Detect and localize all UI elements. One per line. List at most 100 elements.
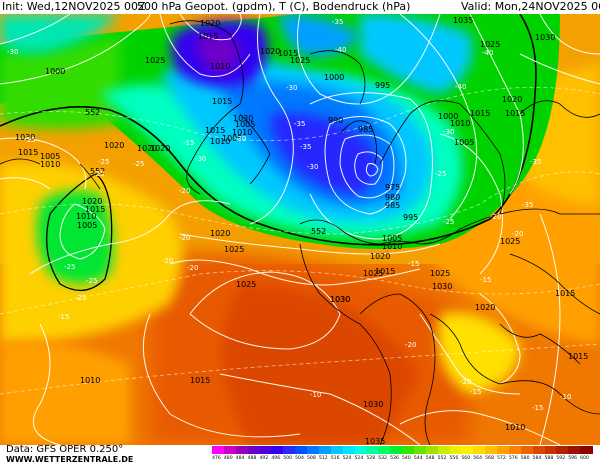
pressure-label: 1020 [210,229,230,238]
pressure-label: 1020 [82,197,102,206]
colorbar-tick-label: 524 [354,456,364,461]
colorbar-swatch [212,446,225,454]
pressure-label: 1030 [363,400,383,409]
pressure-label: 1020 [200,19,220,28]
pressure-label: 1015 [198,32,218,41]
temperature-label: -15 [470,388,481,396]
colorbar-tick-label: 504 [295,456,304,461]
pressure-label: 1010 [80,376,100,385]
colorbar-swatch [437,446,450,454]
pressure-label: 1010 [210,62,230,71]
colorbar-tick-label: 592 [556,456,566,461]
temperature-label: -10 [560,393,571,401]
colorbar-tick-label: 528 [366,456,376,461]
pressure-label: 1015 [555,289,575,298]
temperature-label: -35 [300,143,311,151]
temperature-label: -15 [532,404,543,412]
temperature-label: -35 [530,158,541,166]
geopotential-552-contour [0,13,537,246]
colorbar-swatch [497,446,510,454]
data-source-label: Data: GFS OPER 0.250° [6,444,124,455]
map-title: 500 hPa Geopot. (gpdm), T (C), Bodendruc… [137,0,411,13]
pressure-label: 1015 [505,109,525,118]
temperature-label: -15 [408,260,419,268]
colorbar-swatch [556,446,569,454]
colorbar-swatch [342,446,355,454]
colorbar-swatch [318,446,332,454]
pressure-label: 1010 [382,242,402,251]
temperature-label: -20 [179,234,190,242]
colorbar-swatch [580,446,593,454]
temperature-label: -30 [286,84,297,92]
pressure-label: 1010 [505,423,525,432]
pressure-label: 1015 [470,109,490,118]
pressure-label: 1030 [330,295,350,304]
temperature-label: -40 [335,46,346,54]
temperature-label-layer: -35 -30 -30 -30 -25 -20 -25 -25 -20 -15 … [7,18,571,412]
geopotential-label: 552 [90,167,105,176]
colorbar-swatch [247,446,260,454]
pressure-label: 1015 [278,49,298,58]
colorbar-swatch [461,446,474,454]
pressure-label: 1015 [85,205,105,214]
pressure-label: 985 [358,125,373,134]
colorbar-tick-label: 492 [259,456,269,461]
pressure-label: 1020 [150,144,170,153]
temperature-label: -30 [195,155,206,163]
colorbar-swatch [354,446,367,454]
colorbar-tick-label: 520 [342,456,352,461]
pressure-label: 1010 [232,128,252,137]
colorbar-labels: 476 480 484 488 492 496 500 504 508 512 516 520 524 5… [212,455,592,463]
colorbar-tick-label: 596 [568,456,578,461]
colorbar-swatch [485,446,498,454]
pressure-label: 1010 [210,137,230,146]
colorbar-swatch [223,446,237,454]
pressure-label: 1020 [260,47,280,56]
colorbar-swatch [413,446,427,454]
colorbar-swatch [307,446,320,454]
colorbar-tick-label: 556 [449,456,459,461]
pressure-label: 995 [403,213,418,222]
pressure-label: 990 [328,116,343,125]
temperature-label: -20 [162,257,173,265]
pressure-label: 1005 [382,234,402,243]
temperature-label: -30 [307,163,318,171]
colorbar-swatch [449,446,462,454]
pressure-label: 1025 [145,56,165,65]
colorbar-swatch [390,446,403,454]
temperature-label: -30 [235,135,246,143]
colorbar-tick-label: 564 [473,456,483,461]
temperature-label: -35 [522,201,533,209]
pressure-label: 1015 [205,126,225,135]
colorbar-tick-label: 544 [413,456,423,461]
temperature-label: -25 [443,218,454,226]
pressure-label: 1025 [236,280,256,289]
pressure-label: 1030 [233,114,253,123]
colorbar-tick-label: 496 [271,456,281,461]
temperature-label: -25 [86,277,97,285]
cutoff-low-contour [46,173,113,291]
temperature-label: -25 [435,170,446,178]
temperature-label: -10 [310,391,321,399]
pressure-label: 1000 [324,73,344,82]
temperature-label: -20 [490,213,501,221]
pressure-label: 1020 [104,141,124,150]
pressure-label: 1030 [535,33,555,42]
temperature-label: -15 [58,313,69,321]
pressure-label: 995 [375,81,390,90]
temperature-label: -40 [455,83,466,91]
colorbar-swatch [402,446,415,454]
colorbar-tick-label: 500 [283,456,293,461]
coastlines [0,20,600,446]
colorbar-swatch [425,446,439,454]
temperature-label: -15 [480,276,491,284]
weather-map: 1020 1015 1010 1025 1020 1015 1000 1005 … [0,13,600,458]
pressure-label: 1005 [222,134,242,143]
colorbar-tick-label: 508 [307,456,316,461]
pressure-label: 1010 [40,160,60,169]
pressure-label: 1025 [500,237,520,246]
map-header: Init: Wed,12NOV2025 00Z 500 hPa Geopot. … [0,0,600,14]
pressure-label: 985 [385,201,400,210]
pressure-label: 1015 [568,352,588,361]
pressure-label: 1000 [438,112,458,121]
